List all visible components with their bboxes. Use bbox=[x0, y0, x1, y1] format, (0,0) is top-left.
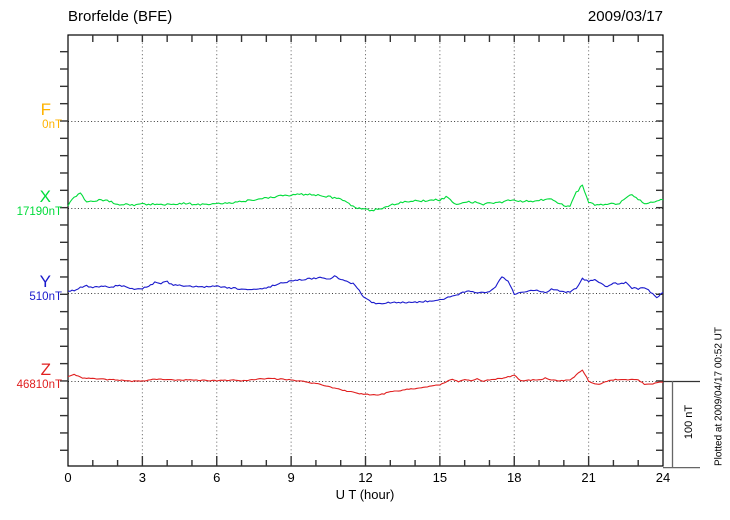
x-tick-label: 6 bbox=[213, 470, 221, 485]
x-tick-label: 15 bbox=[432, 470, 448, 485]
component-letter: Z bbox=[40, 360, 51, 379]
trace-Y bbox=[67, 275, 664, 305]
component-baseline-value: 17190nT bbox=[16, 206, 62, 218]
station-title: Brorfelde (BFE) bbox=[68, 8, 173, 25]
component-baseline-value: 510nT bbox=[29, 291, 62, 303]
trace-Z bbox=[67, 369, 664, 396]
x-tick-label: 0 bbox=[64, 470, 72, 485]
component-baseline-value: 46810nT bbox=[16, 379, 62, 391]
x-tick-label: 21 bbox=[581, 470, 596, 485]
component-letter: F bbox=[40, 100, 51, 119]
plotted-at-note: Plotted at 2009/04/17 00:52 UT bbox=[713, 327, 725, 466]
component-label-F: F 0nT bbox=[0, 101, 63, 132]
component-label-X: X 17190nT bbox=[0, 188, 63, 219]
x-axis-label: U T (hour) bbox=[335, 487, 395, 502]
scale-bar-label: 100 nT bbox=[683, 404, 695, 440]
x-tick-label: 9 bbox=[287, 470, 295, 485]
trace-X bbox=[67, 184, 664, 212]
component-label-Z: Z 46810nT bbox=[0, 361, 63, 392]
component-label-Y: Y 510nT bbox=[0, 273, 63, 304]
x-tick-label: 3 bbox=[138, 470, 146, 485]
x-tick-label: 18 bbox=[507, 470, 522, 485]
component-letter: Y bbox=[39, 272, 51, 291]
component-letter: X bbox=[39, 187, 51, 206]
plot-date: 2009/03/17 bbox=[587, 8, 663, 25]
component-baseline-value: 0nT bbox=[42, 119, 62, 131]
x-tick-label: 24 bbox=[655, 470, 671, 485]
x-tick-label: 12 bbox=[358, 470, 373, 485]
